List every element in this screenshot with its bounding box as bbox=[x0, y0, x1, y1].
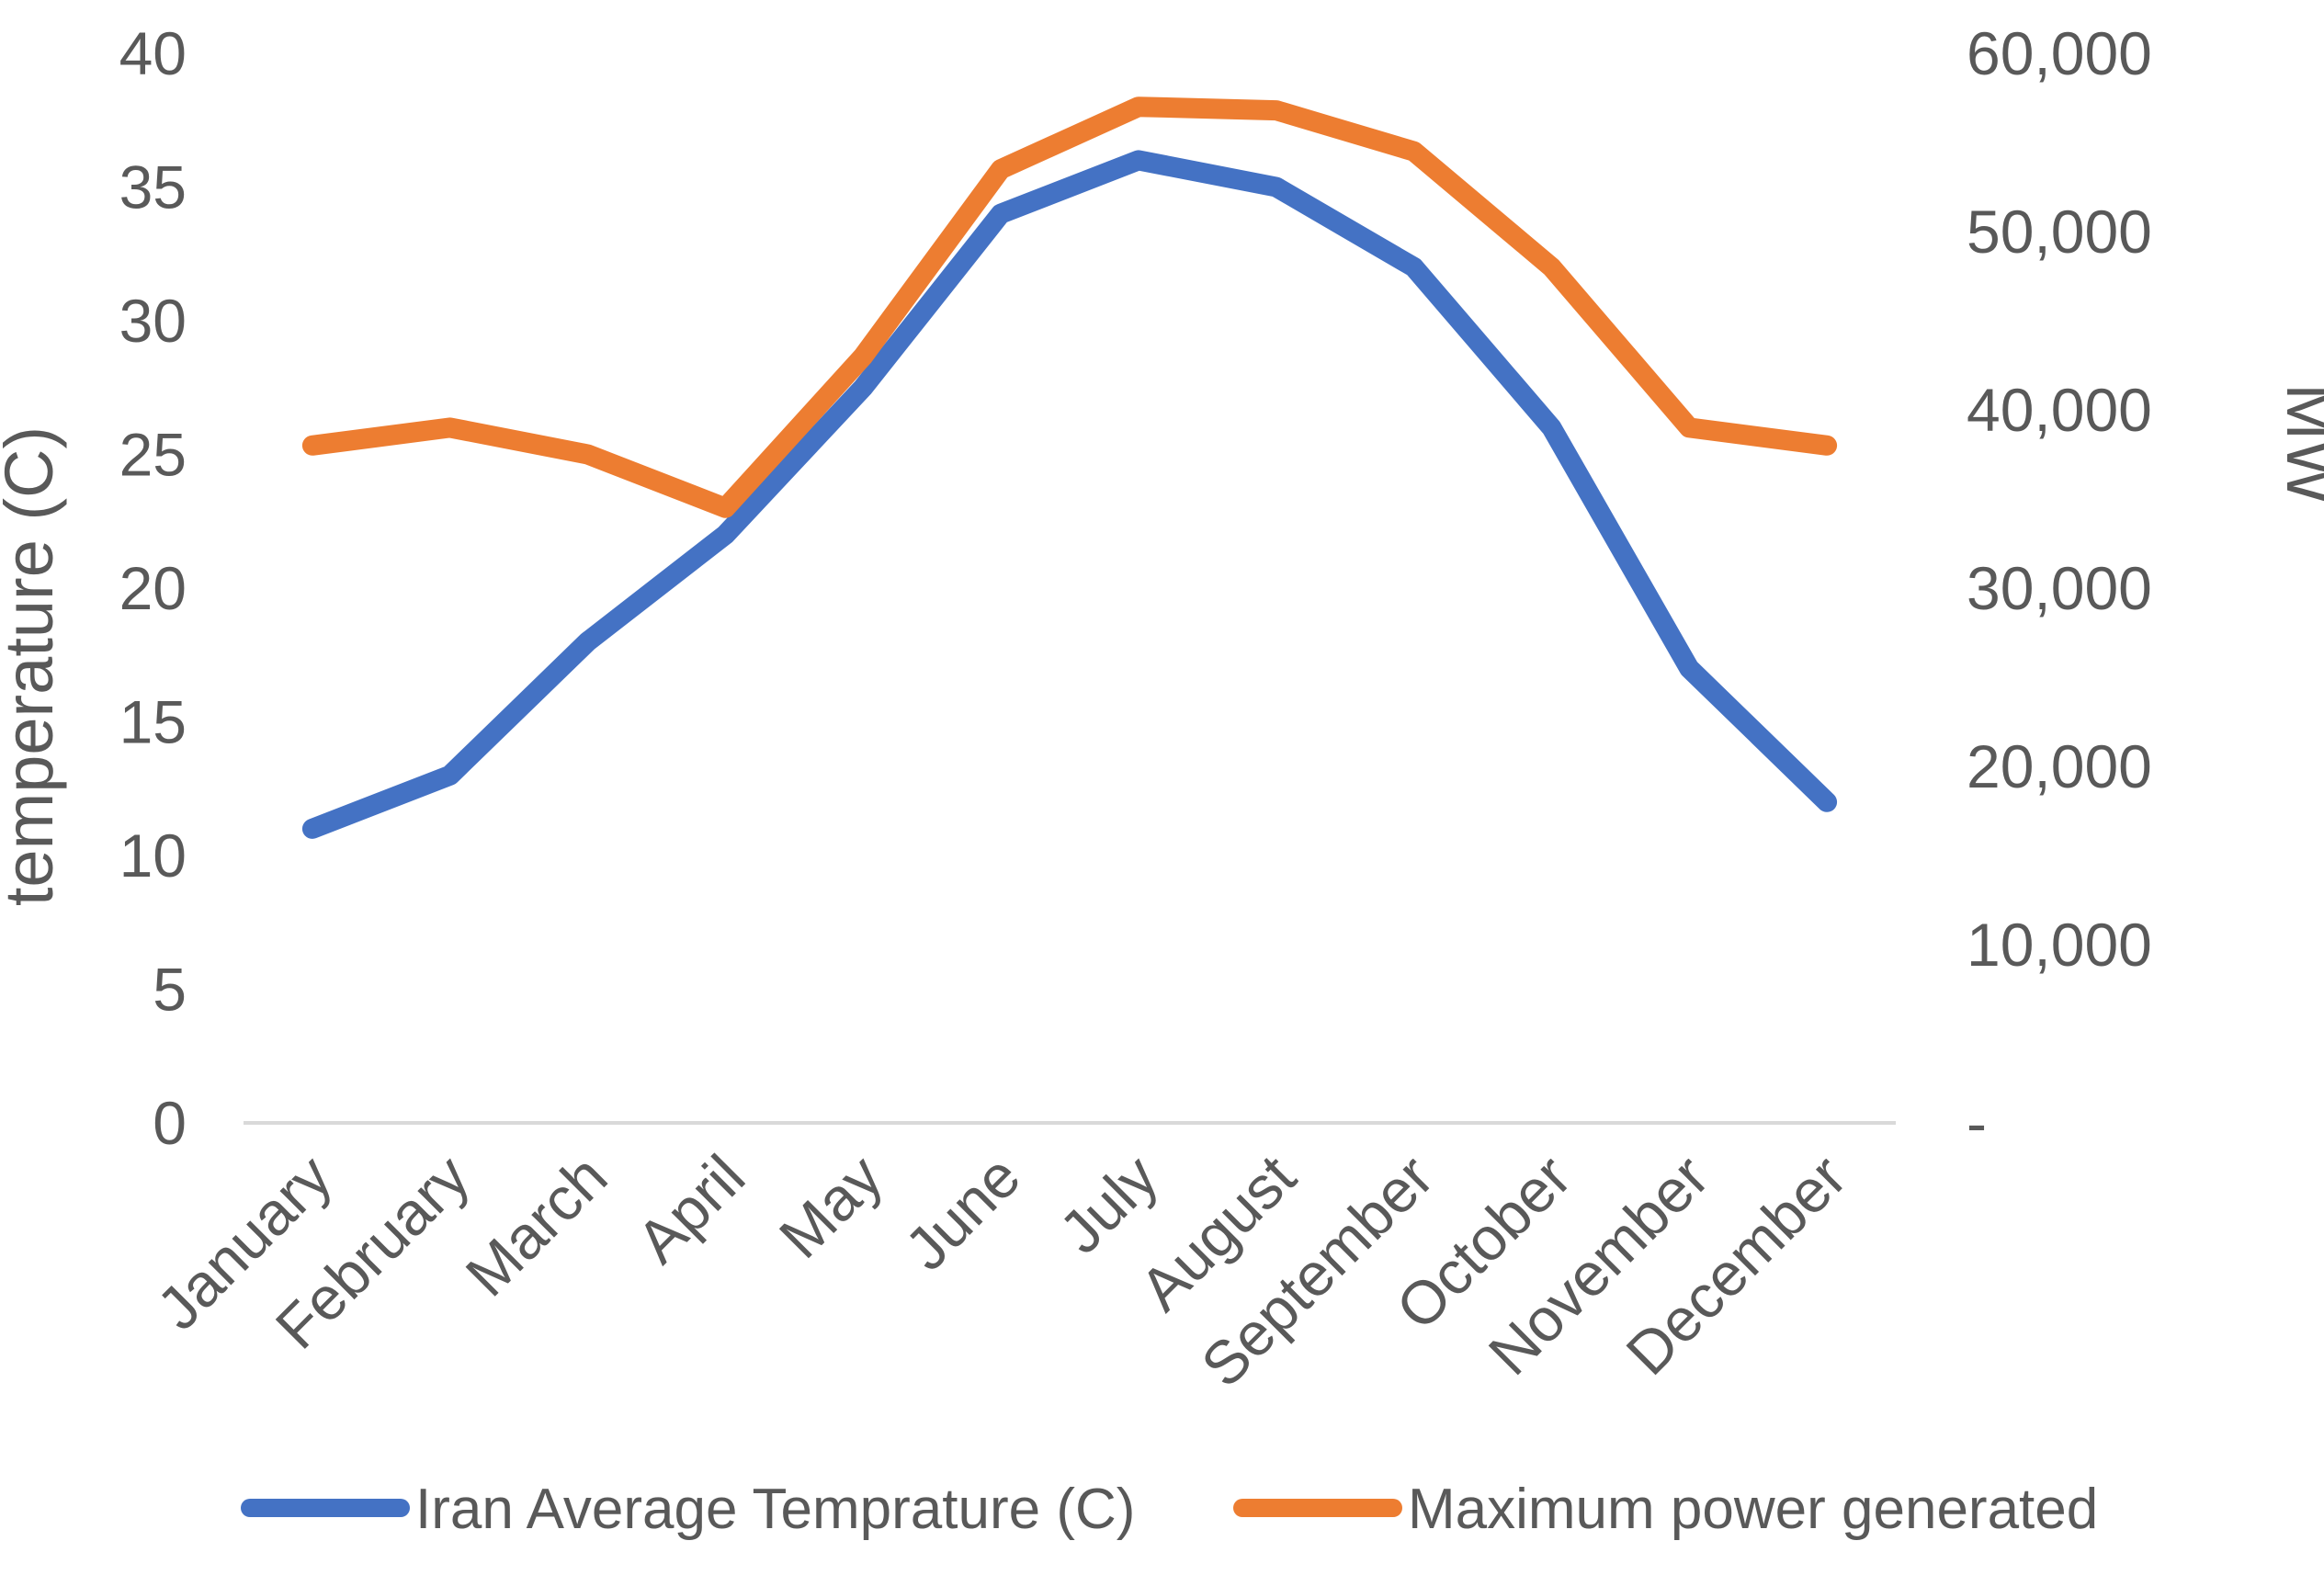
left-axis-tick-label: 5 bbox=[153, 956, 187, 1024]
left-axis-title: temperature (C) bbox=[0, 426, 67, 906]
left-axis-tick-label: 30 bbox=[119, 287, 187, 355]
left-axis-tick-label: 0 bbox=[153, 1089, 187, 1157]
right-axis-tick-label: 30,000 bbox=[1967, 554, 2152, 622]
left-axis-tick-label: 25 bbox=[119, 421, 187, 489]
left-axis-tick-label: 35 bbox=[119, 153, 187, 221]
legend-label-power: Maximum power generated bbox=[1408, 1478, 2098, 1541]
x-axis-label: July bbox=[1046, 1142, 1170, 1266]
x-axis-label: April bbox=[624, 1142, 758, 1276]
series-line-power bbox=[301, 96, 1838, 518]
x-axis-label: June bbox=[891, 1142, 1033, 1284]
left-axis-tick-label: 15 bbox=[119, 688, 187, 756]
legend-label-temperature: Iran Average Temprature (C) bbox=[415, 1478, 1135, 1541]
right-axis-tick-label: 40,000 bbox=[1967, 376, 2152, 444]
x-axis-label: March bbox=[452, 1142, 619, 1309]
right-axis-tick-label: 20,000 bbox=[1967, 732, 2152, 800]
left-axis-tick-label: 20 bbox=[119, 554, 187, 622]
left-axis-tick-label: 10 bbox=[119, 821, 187, 889]
right-axis-tick-label: - bbox=[1967, 1089, 1987, 1157]
x-axis-label: May bbox=[766, 1142, 895, 1271]
right-axis-tick-label: 50,000 bbox=[1967, 198, 2152, 266]
right-axis-tick-label: 60,000 bbox=[1967, 19, 2152, 87]
right-axis-title: MW bbox=[2273, 383, 2324, 504]
legend: Iran Average Temprature (C) Maximum powe… bbox=[241, 1478, 2098, 1541]
series-line-temperature bbox=[301, 150, 1838, 839]
plot-area: 0 5 10 15 20 25 30 35 40 - 10,000 20,000 30,000 40,00… bbox=[119, 19, 2152, 1399]
left-axis-tick-label: 40 bbox=[119, 19, 187, 87]
right-axis-tick-label: 10,000 bbox=[1967, 911, 2152, 979]
